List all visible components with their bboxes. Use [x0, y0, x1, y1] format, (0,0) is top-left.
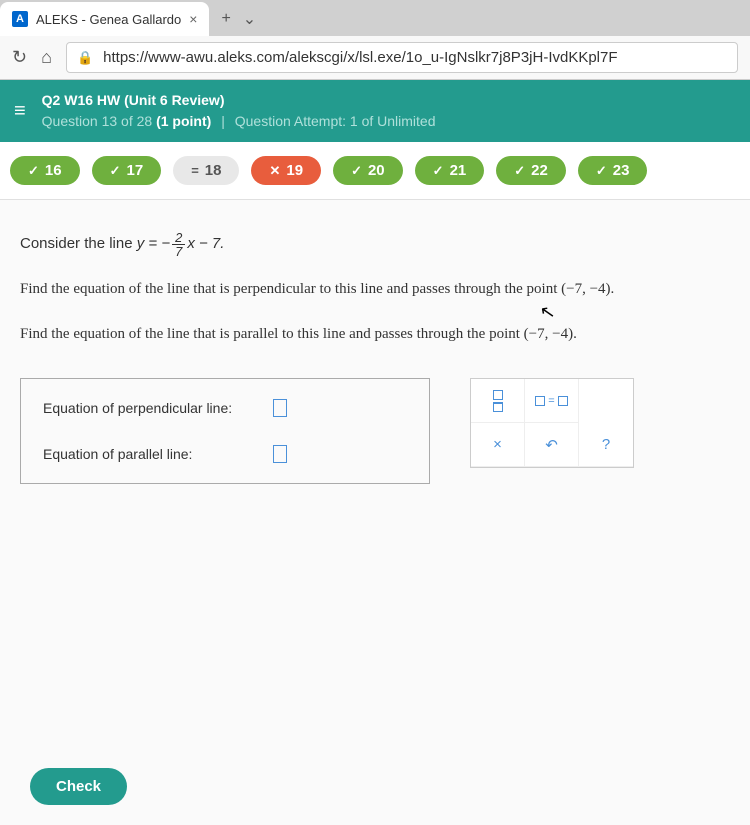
problem-content: Consider the line y = −27x − 7. Find the…	[0, 200, 750, 748]
question-pill-23[interactable]: ✓ 23	[578, 156, 648, 185]
eq-rhs: x − 7.	[187, 235, 224, 252]
refresh-icon[interactable]: ↻	[12, 47, 27, 68]
tab-close-icon[interactable]: ×	[189, 11, 197, 27]
tool-help[interactable]: ?	[579, 423, 633, 467]
answer-row-para: Equation of parallel line:	[43, 445, 407, 463]
para-label: Equation of parallel line:	[43, 446, 273, 462]
question-pill-18[interactable]: = 18	[173, 156, 239, 185]
answer-row-perp: Equation of perpendicular line:	[43, 399, 407, 417]
attempt-label: Question Attempt: 1 of Unlimited	[235, 113, 436, 129]
favicon-icon: A	[12, 11, 28, 27]
tool-palette: = × ↶ ?	[470, 378, 634, 468]
tab-title: ALEKS - Genea Gallardo	[36, 12, 181, 27]
tab-chevron-icon[interactable]: ⌄	[243, 9, 256, 29]
question-pill-17[interactable]: ✓ 17	[92, 156, 162, 185]
assignment-title: Q2 W16 HW (Unit 6 Review)	[42, 92, 225, 108]
url-field[interactable]: 🔒 https://www-awu.aleks.com/alekscgi/x/l…	[66, 42, 738, 73]
header-text: Q2 W16 HW (Unit 6 Review) Question 13 of…	[42, 90, 436, 132]
tool-fraction[interactable]	[471, 379, 525, 423]
question-pill-21[interactable]: ✓ 21	[415, 156, 485, 185]
answer-box: Equation of perpendicular line: Equation…	[20, 378, 430, 484]
points-label: (1 point)	[156, 113, 211, 129]
question-pill-20[interactable]: ✓ 20	[333, 156, 403, 185]
question-pill-22[interactable]: ✓ 22	[496, 156, 566, 185]
frac-num: 2	[172, 231, 185, 245]
question-pill-19[interactable]: ✕ 19	[251, 156, 321, 185]
para-input[interactable]	[273, 445, 287, 463]
problem-intro: Consider the line y = −27x − 7.	[20, 230, 730, 258]
url-text: https://www-awu.aleks.com/alekscgi/x/lsl…	[103, 49, 617, 66]
question-number: Question 13 of 28	[42, 113, 153, 129]
tool-undo[interactable]: ↶	[525, 423, 579, 467]
tool-equation[interactable]: =	[525, 379, 579, 423]
question-pill-16[interactable]: ✓ 16	[10, 156, 80, 185]
assignment-header: ≡ Q2 W16 HW (Unit 6 Review) Question 13 …	[0, 80, 750, 142]
new-tab-icon[interactable]: +	[221, 10, 230, 28]
tab-controls: + ⌄	[209, 2, 268, 36]
frac-den: 7	[172, 245, 185, 258]
url-toolbar: ↻ ⌂ 🔒 https://www-awu.aleks.com/alekscgi…	[0, 36, 750, 80]
browser-tab-strip: A ALEKS - Genea Gallardo × + ⌄	[0, 0, 750, 36]
intro-text: Consider the line	[20, 235, 137, 252]
fraction: 27	[172, 231, 185, 258]
answer-section: Equation of perpendicular line: Equation…	[20, 378, 730, 484]
problem-p2: Find the equation of the line that is pa…	[20, 321, 730, 348]
home-icon[interactable]: ⌂	[41, 47, 52, 68]
perp-label: Equation of perpendicular line:	[43, 400, 273, 416]
problem-p1: Find the equation of the line that is pe…	[20, 276, 730, 303]
lock-icon: 🔒	[77, 50, 93, 66]
tool-clear[interactable]: ×	[471, 423, 525, 467]
menu-icon[interactable]: ≡	[14, 100, 26, 123]
check-button[interactable]: Check	[30, 768, 127, 805]
browser-tab[interactable]: A ALEKS - Genea Gallardo ×	[0, 2, 209, 36]
question-nav: ✓ 16 ✓ 17 = 18 ✕ 19 ✓ 20 ✓ 21 ✓ 22 ✓ 23	[0, 142, 750, 200]
perp-input[interactable]	[273, 399, 287, 417]
equation: y = −27x − 7.	[137, 236, 225, 252]
eq-lhs: y = −	[137, 235, 170, 252]
